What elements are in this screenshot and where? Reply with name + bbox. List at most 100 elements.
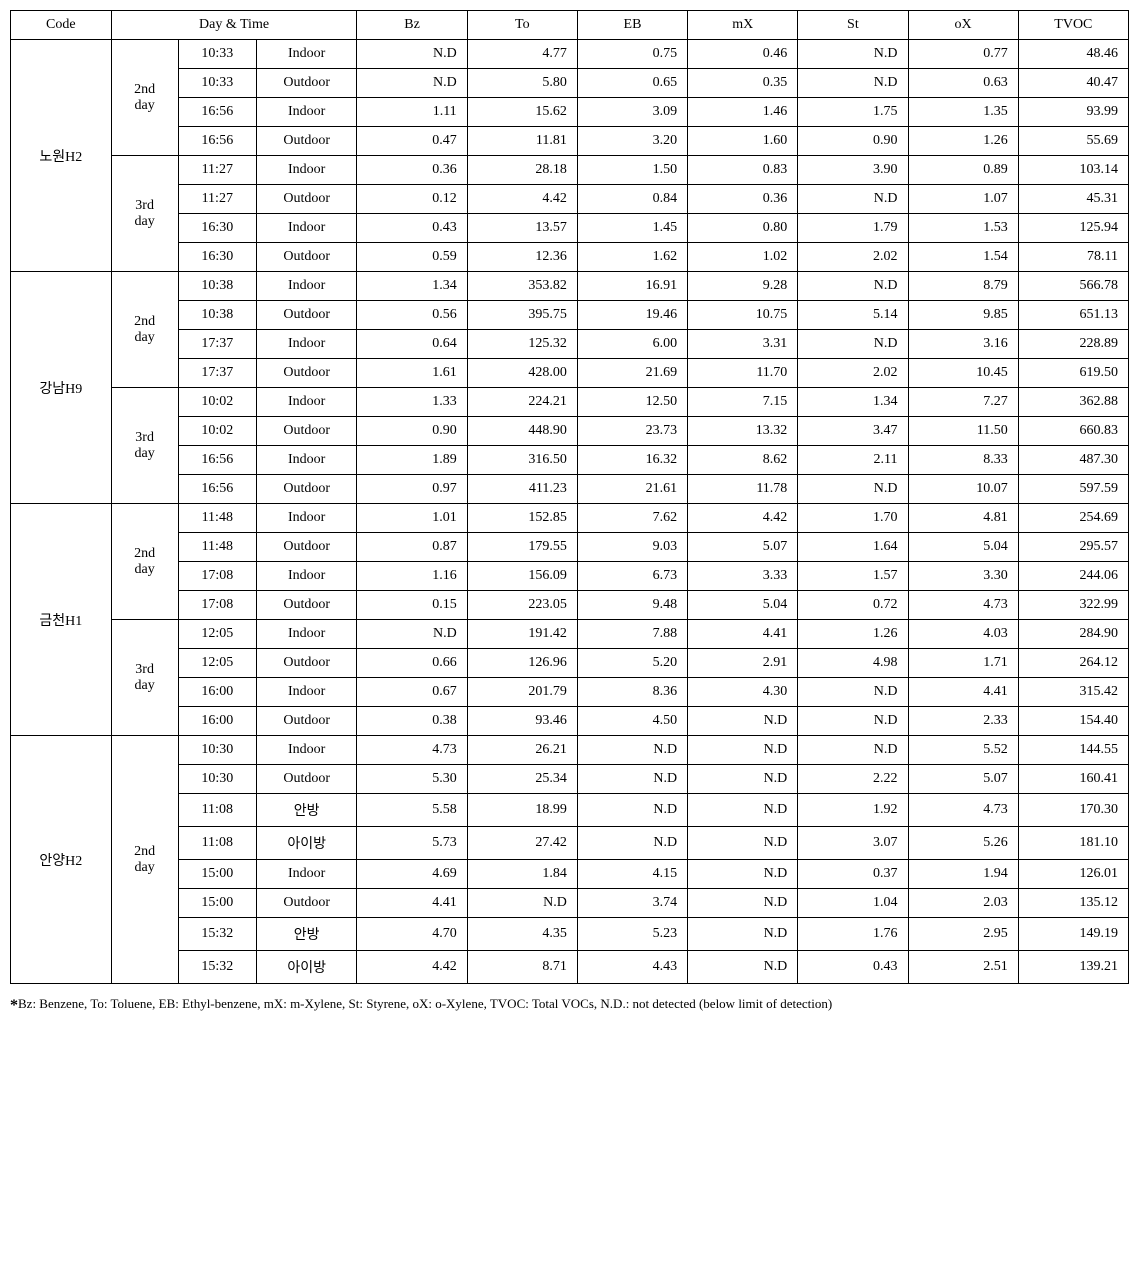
value-cell: 125.32: [467, 330, 577, 359]
value-cell: 2.51: [908, 951, 1018, 984]
value-cell: 78.11: [1018, 243, 1128, 272]
value-cell: 1.89: [357, 446, 467, 475]
value-cell: 0.89: [908, 156, 1018, 185]
value-cell: 0.37: [798, 860, 908, 889]
code-cell: 노원H2: [11, 40, 112, 272]
time-cell: 16:30: [178, 243, 256, 272]
value-cell: 395.75: [467, 301, 577, 330]
time-cell: 15:00: [178, 860, 256, 889]
value-cell: 11.50: [908, 417, 1018, 446]
value-cell: 9.85: [908, 301, 1018, 330]
value-cell: 23.73: [577, 417, 687, 446]
location-cell: Indoor: [256, 40, 357, 69]
footnote: *Bz: Benzene, To: Toluene, EB: Ethyl-ben…: [10, 992, 1129, 1021]
value-cell: 0.15: [357, 591, 467, 620]
table-row: 3rdday10:02Indoor1.33224.2112.507.151.34…: [11, 388, 1129, 417]
table-row: 11:08아이방5.7327.42N.DN.D3.075.26181.10: [11, 827, 1129, 860]
value-cell: 19.46: [577, 301, 687, 330]
value-cell: 12.50: [577, 388, 687, 417]
value-cell: 2.22: [798, 765, 908, 794]
value-cell: 5.07: [688, 533, 798, 562]
value-cell: 1.34: [798, 388, 908, 417]
value-cell: 156.09: [467, 562, 577, 591]
value-cell: 6.00: [577, 330, 687, 359]
time-cell: 16:56: [178, 475, 256, 504]
value-cell: 1.79: [798, 214, 908, 243]
value-cell: 9.48: [577, 591, 687, 620]
value-cell: 0.84: [577, 185, 687, 214]
value-cell: 0.67: [357, 678, 467, 707]
table-row: 16:56Indoor1.1115.623.091.461.751.3593.9…: [11, 98, 1129, 127]
value-cell: 125.94: [1018, 214, 1128, 243]
table-row: 16:00Indoor0.67201.798.364.30N.D4.41315.…: [11, 678, 1129, 707]
location-cell: Outdoor: [256, 889, 357, 918]
value-cell: 0.35: [688, 69, 798, 98]
location-cell: Indoor: [256, 860, 357, 889]
day-cell: 3rdday: [111, 156, 178, 272]
day-cell: 2ndday: [111, 736, 178, 984]
footnote-text: Bz: Benzene, To: Toluene, EB: Ethyl-benz…: [18, 996, 832, 1011]
value-cell: 1.02: [688, 243, 798, 272]
table-row: 16:30Outdoor0.5912.361.621.022.021.5478.…: [11, 243, 1129, 272]
value-cell: 16.32: [577, 446, 687, 475]
time-cell: 10:33: [178, 69, 256, 98]
table-body: 노원H22ndday10:33IndoorN.D4.770.750.46N.D0…: [11, 40, 1129, 984]
col-st: St: [798, 11, 908, 40]
table-row: 안양H22ndday10:30Indoor4.7326.21N.DN.DN.D5…: [11, 736, 1129, 765]
value-cell: N.D: [798, 330, 908, 359]
value-cell: N.D: [577, 794, 687, 827]
table-row: 강남H92ndday10:38Indoor1.34353.8216.919.28…: [11, 272, 1129, 301]
value-cell: 1.70: [798, 504, 908, 533]
value-cell: 7.15: [688, 388, 798, 417]
time-cell: 15:32: [178, 951, 256, 984]
value-cell: 8.33: [908, 446, 1018, 475]
value-cell: 8.62: [688, 446, 798, 475]
value-cell: 1.50: [577, 156, 687, 185]
value-cell: 18.99: [467, 794, 577, 827]
location-cell: Indoor: [256, 330, 357, 359]
value-cell: 26.21: [467, 736, 577, 765]
value-cell: 21.61: [577, 475, 687, 504]
value-cell: N.D: [577, 736, 687, 765]
value-cell: N.D: [688, 736, 798, 765]
location-cell: Indoor: [256, 388, 357, 417]
value-cell: 4.50: [577, 707, 687, 736]
value-cell: 13.57: [467, 214, 577, 243]
location-cell: Indoor: [256, 736, 357, 765]
table-row: 17:08Outdoor0.15223.059.485.040.724.7332…: [11, 591, 1129, 620]
value-cell: 0.72: [798, 591, 908, 620]
table-row: 10:02Outdoor0.90448.9023.7313.323.4711.5…: [11, 417, 1129, 446]
time-cell: 11:08: [178, 794, 256, 827]
value-cell: 5.23: [577, 918, 687, 951]
time-cell: 11:48: [178, 533, 256, 562]
col-code: Code: [11, 11, 112, 40]
value-cell: N.D: [357, 620, 467, 649]
value-cell: 93.46: [467, 707, 577, 736]
location-cell: Outdoor: [256, 649, 357, 678]
value-cell: 27.42: [467, 827, 577, 860]
table-row: 3rdday12:05IndoorN.D191.427.884.411.264.…: [11, 620, 1129, 649]
value-cell: 295.57: [1018, 533, 1128, 562]
value-cell: 2.91: [688, 649, 798, 678]
value-cell: 0.80: [688, 214, 798, 243]
time-cell: 10:30: [178, 765, 256, 794]
value-cell: 597.59: [1018, 475, 1128, 504]
time-cell: 17:37: [178, 359, 256, 388]
time-cell: 11:27: [178, 156, 256, 185]
value-cell: 1.76: [798, 918, 908, 951]
value-cell: 5.80: [467, 69, 577, 98]
value-cell: 353.82: [467, 272, 577, 301]
table-row: 10:30Outdoor5.3025.34N.DN.D2.225.07160.4…: [11, 765, 1129, 794]
value-cell: 4.15: [577, 860, 687, 889]
value-cell: 5.20: [577, 649, 687, 678]
table-row: 15:32안방4.704.355.23N.D1.762.95149.19: [11, 918, 1129, 951]
time-cell: 12:05: [178, 620, 256, 649]
value-cell: 224.21: [467, 388, 577, 417]
location-cell: Outdoor: [256, 127, 357, 156]
value-cell: 566.78: [1018, 272, 1128, 301]
table-row: 금천H12ndday11:48Indoor1.01152.857.624.421…: [11, 504, 1129, 533]
table-row: 16:56Outdoor0.4711.813.201.600.901.2655.…: [11, 127, 1129, 156]
value-cell: N.D: [688, 951, 798, 984]
value-cell: N.D: [798, 678, 908, 707]
value-cell: 1.54: [908, 243, 1018, 272]
